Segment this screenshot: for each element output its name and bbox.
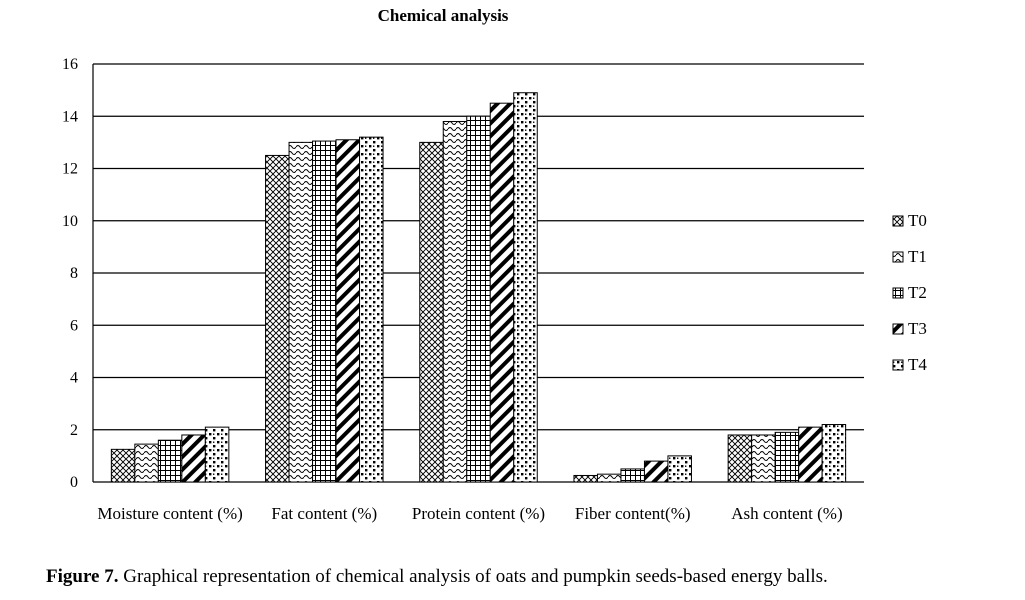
bar-t2-1 (157, 439, 183, 483)
bar-t1-5 (751, 434, 776, 483)
bar-t2-5 (774, 431, 800, 483)
bar-t2-2 (312, 140, 337, 483)
bar-t3-1 (181, 434, 206, 483)
bar-t3-2 (335, 139, 361, 483)
bar-t1-3 (442, 120, 468, 483)
y-tick-label: 16 (62, 56, 78, 73)
x-tick-label: Fiber content(%) (575, 504, 691, 523)
bar-t0-1 (110, 448, 136, 483)
bar-t4-3 (513, 92, 538, 483)
bar-t0-3 (419, 141, 444, 483)
y-tick-label: 12 (62, 161, 78, 178)
legend-label-t0: T0 (908, 211, 927, 230)
bar-t1-2 (288, 141, 314, 483)
y-tick-label: 6 (70, 317, 78, 334)
bar-t0-2 (265, 154, 290, 483)
y-tick-label: 0 (70, 474, 78, 491)
bar-t0-5 (727, 434, 753, 483)
y-tick-label: 10 (62, 213, 78, 230)
legend-label-t3: T3 (908, 319, 927, 338)
bar-t0-4 (573, 474, 598, 483)
x-tick-label: Fat content (%) (271, 504, 377, 523)
bar-t4-1 (204, 426, 230, 483)
chart-title: Chemical analysis (377, 6, 509, 25)
bars (110, 92, 847, 483)
x-tick-label: Moisture content (%) (97, 504, 242, 523)
y-tick-label: 8 (70, 265, 78, 282)
y-tick-label: 14 (62, 108, 78, 125)
bar-t2-3 (466, 115, 491, 483)
y-axis-ticks: 16 14 12 10 8 6 4 2 0 (62, 56, 78, 491)
bar-t1-1 (134, 443, 159, 483)
bar-t2-4 (620, 468, 645, 483)
figure-caption-text: Graphical representation of chemical ana… (118, 566, 828, 587)
x-tick-label: Ash content (%) (731, 504, 842, 523)
x-tick-label: Protein content (%) (412, 504, 545, 523)
bar-t4-2 (359, 136, 384, 483)
y-tick-label: 2 (70, 422, 78, 439)
legend-swatch-t4 (892, 359, 904, 371)
figure-caption: Figure 7. Graphical representation of ch… (46, 566, 828, 588)
legend-label-t1: T1 (908, 247, 927, 266)
legend-swatch-t2 (892, 287, 904, 299)
x-axis-labels: Moisture content (%) Fat content (%) Prote… (97, 504, 842, 523)
legend-label-t2: T2 (908, 283, 927, 302)
y-tick-label: 4 (70, 370, 78, 387)
legend-label-t4: T4 (908, 355, 927, 374)
bar-t3-4 (643, 460, 669, 483)
legend-swatch-t1 (892, 251, 904, 263)
bar-t3-3 (489, 102, 515, 483)
bar-t4-5 (821, 424, 847, 483)
bar-t4-4 (667, 455, 692, 483)
bar-t3-5 (798, 426, 823, 483)
figure-caption-label: Figure 7. (46, 566, 119, 587)
legend: T0 T1 T2 T3 T4 (892, 211, 927, 374)
bar-t1-4 (596, 473, 622, 483)
legend-swatch-t0 (892, 215, 904, 227)
legend-swatch-t3 (892, 323, 904, 335)
